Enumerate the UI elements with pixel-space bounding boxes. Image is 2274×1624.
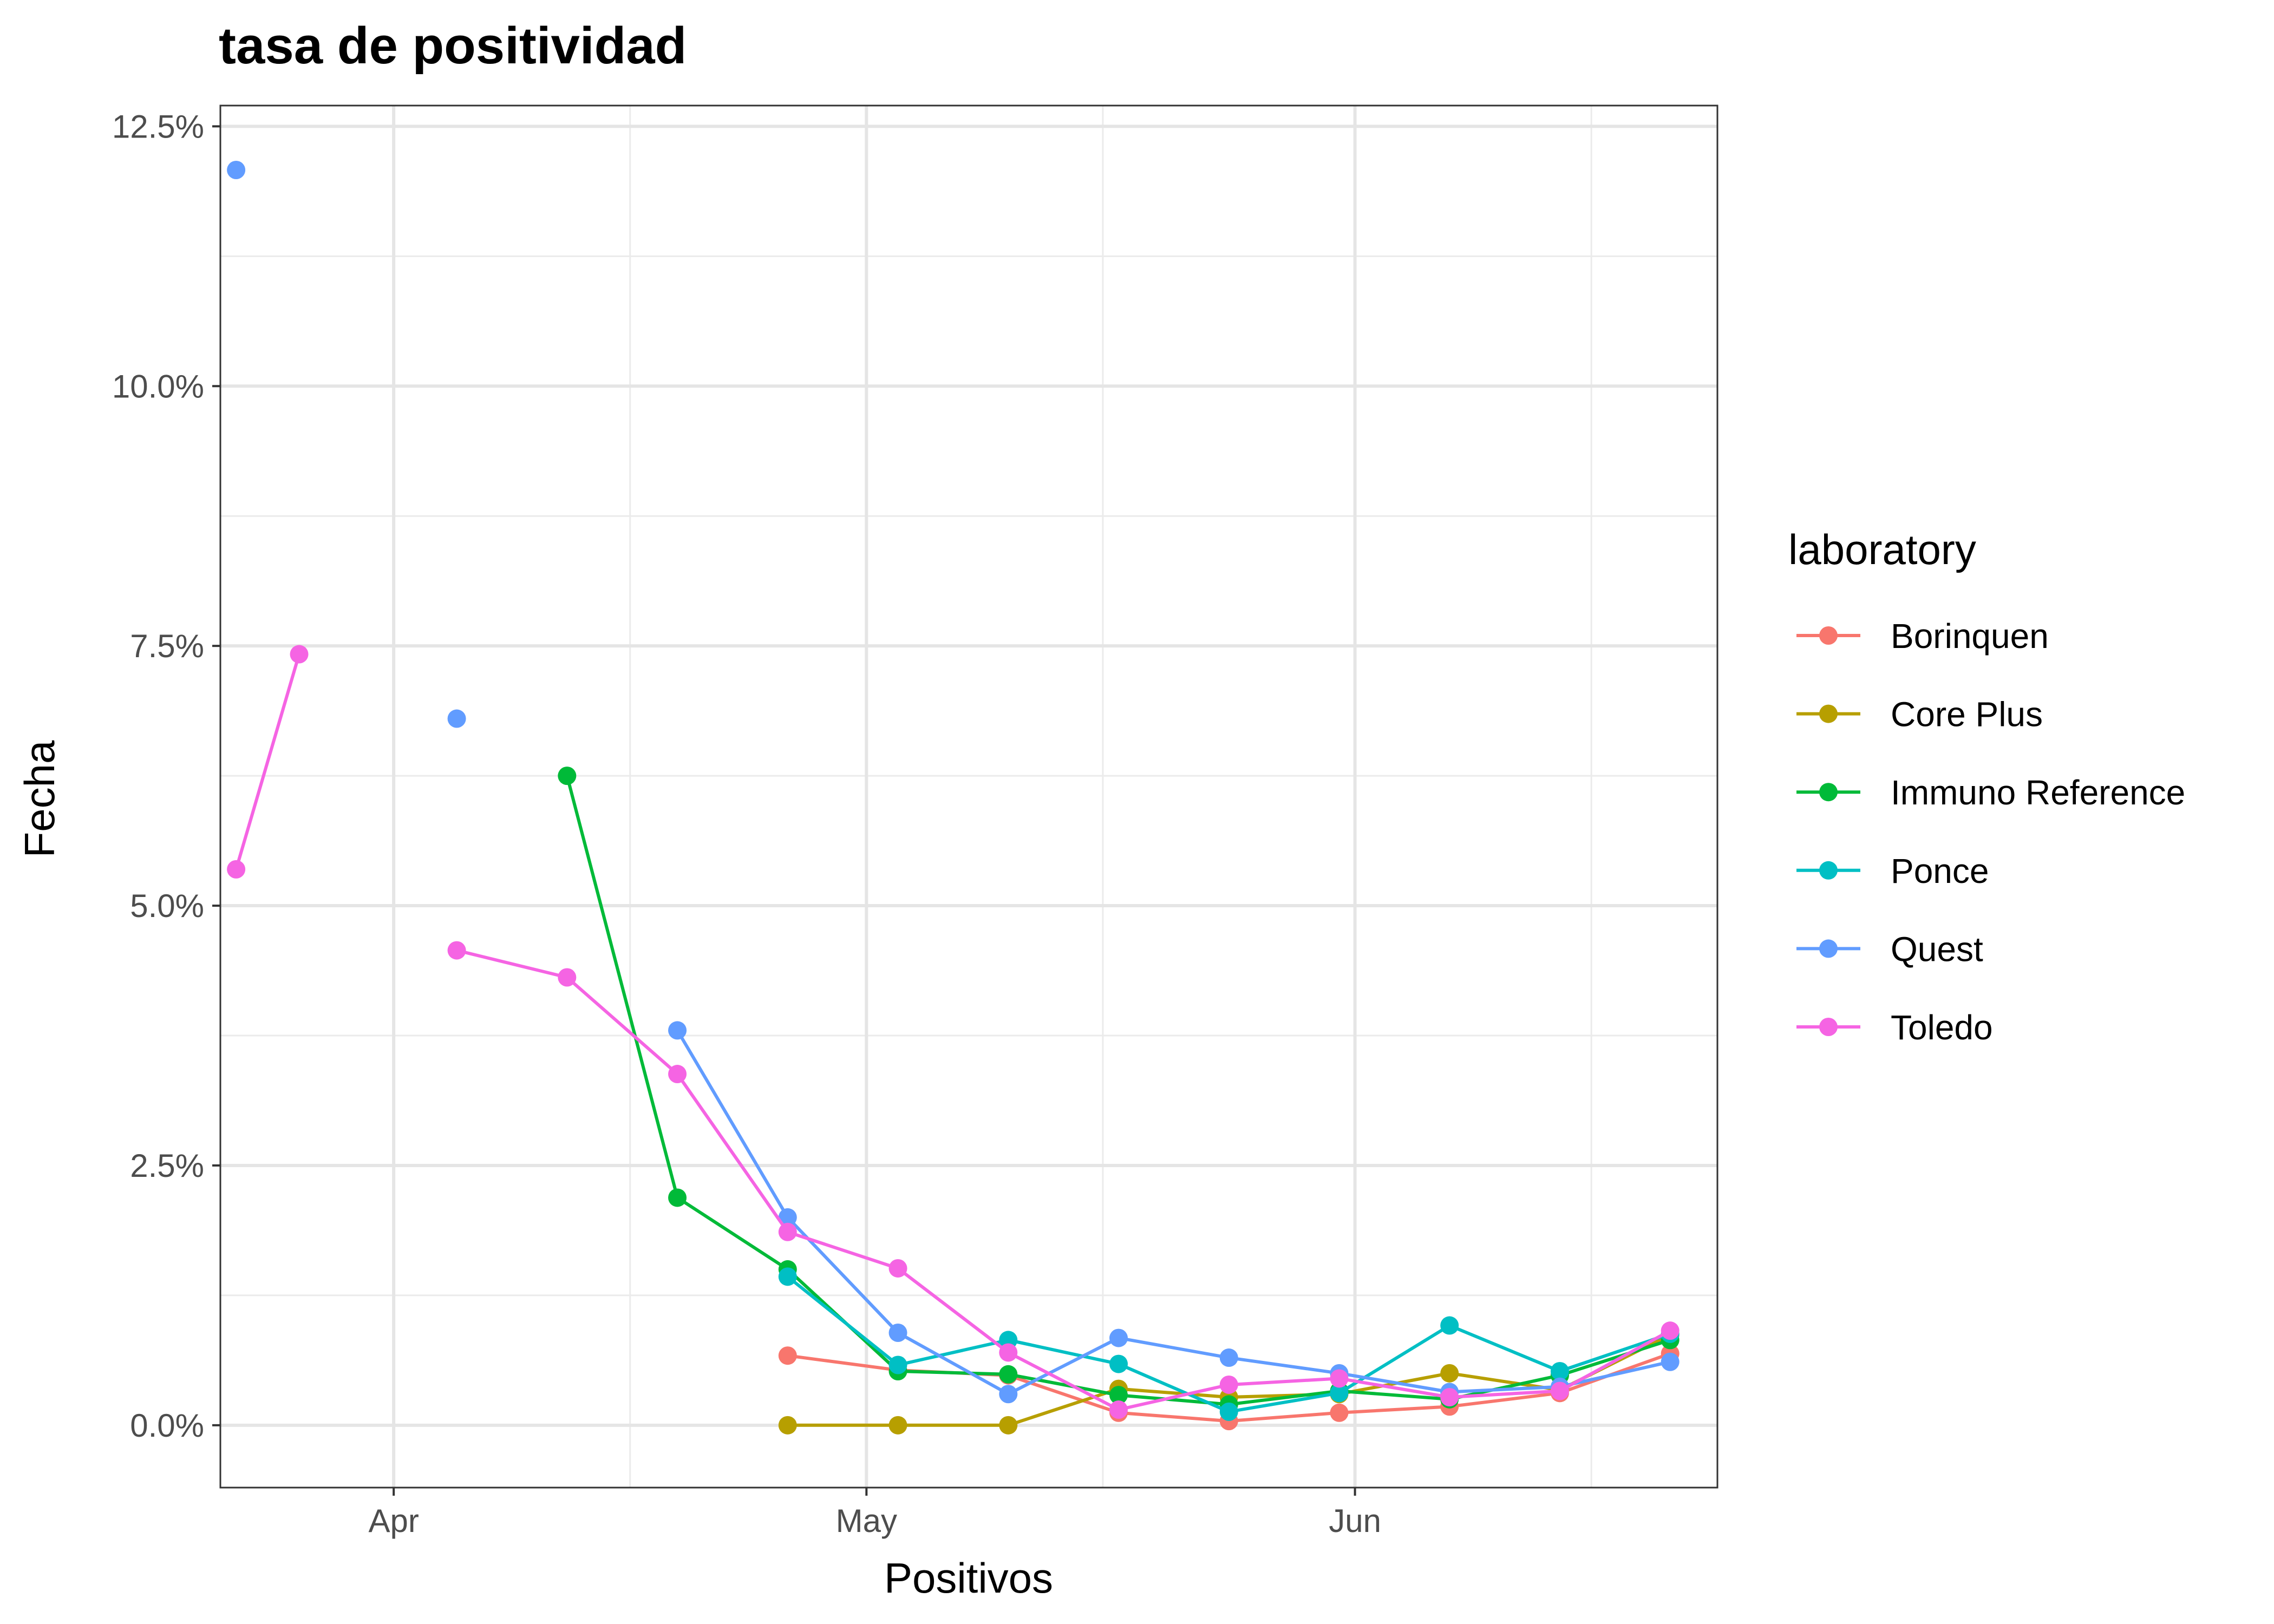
data-point: [778, 1416, 797, 1435]
legend-item: Quest: [1796, 929, 1983, 968]
data-point: [888, 1416, 907, 1435]
data-point: [1109, 1328, 1128, 1347]
y-tick-label: 12.5%: [112, 108, 204, 145]
legend-item: Ponce: [1796, 852, 1989, 890]
legend-item: Core Plus: [1796, 695, 2043, 734]
y-axis-label: Fecha: [16, 740, 63, 857]
data-point: [778, 1222, 797, 1241]
legend-key-point: [1819, 939, 1838, 958]
data-point: [1440, 1387, 1459, 1406]
data-point: [227, 860, 246, 879]
y-tick-label: 0.0%: [130, 1407, 204, 1444]
data-point: [1330, 1403, 1349, 1422]
data-point: [999, 1343, 1018, 1362]
data-point: [999, 1416, 1018, 1435]
legend-item: Borinquen: [1796, 617, 2049, 656]
data-point: [1219, 1375, 1238, 1394]
chart-title: tasa de positividad: [219, 17, 687, 75]
data-point: [290, 645, 309, 664]
series-toledo: [227, 645, 1680, 1419]
data-point: [1330, 1384, 1349, 1403]
data-point: [1440, 1316, 1459, 1335]
legend-key-point: [1819, 861, 1838, 880]
legend-key-point: [1819, 783, 1838, 802]
legend-key-point: [1819, 704, 1838, 723]
x-tick-label: Jun: [1329, 1503, 1381, 1539]
data-point: [888, 1355, 907, 1374]
data-point: [558, 968, 577, 987]
series-line: [234, 653, 301, 870]
data-point: [1109, 1386, 1128, 1405]
axes: Apr May Jun 0.0% 2.5% 5.0% 7.5% 10.0% 12.5%: [112, 104, 1718, 1539]
data-point: [1219, 1348, 1238, 1367]
legend-key-point: [1819, 1018, 1838, 1036]
series-line: [456, 948, 1671, 1411]
legend-label: Quest: [1891, 929, 1983, 968]
legend-title: laboratory: [1788, 526, 1976, 573]
data-point: [888, 1259, 907, 1278]
data-point: [447, 941, 466, 960]
legend-label: Core Plus: [1891, 695, 2043, 734]
legend-label: Borinquen: [1891, 617, 2049, 656]
panel-border: [219, 104, 1718, 1489]
data-point: [1661, 1352, 1680, 1371]
plot-panel: [220, 106, 1717, 1488]
data-point: [1330, 1369, 1349, 1388]
y-tick-label: 5.0%: [130, 888, 204, 924]
data-point: [888, 1323, 907, 1342]
data-point: [999, 1385, 1018, 1404]
legend: laboratory Borinquen Core Plus Immuno Refe…: [1788, 526, 2185, 1047]
data-point: [227, 161, 246, 180]
data-point: [1550, 1381, 1569, 1400]
y-tick-label: 7.5%: [130, 628, 204, 664]
x-tick-label: May: [836, 1503, 897, 1539]
data-point: [1109, 1400, 1128, 1419]
y-tick-label: 2.5%: [130, 1148, 204, 1184]
legend-item: Immuno Reference: [1796, 773, 2185, 812]
grid-minor: [220, 106, 1717, 1488]
legend-label: Toledo: [1891, 1008, 1993, 1047]
data-point: [447, 709, 466, 728]
data-point: [668, 1021, 687, 1040]
x-tick-label: Apr: [368, 1503, 419, 1539]
legend-label: Ponce: [1891, 852, 1989, 890]
data-point: [1550, 1362, 1569, 1381]
legend-item: Toledo: [1796, 1008, 1993, 1047]
data-point: [668, 1065, 687, 1084]
panel-background: [220, 106, 1717, 1488]
data-point: [778, 1208, 797, 1227]
legend-key-point: [1819, 626, 1838, 645]
data-point: [668, 1188, 687, 1207]
data-point: [1219, 1402, 1238, 1421]
data-point: [778, 1267, 797, 1286]
data-point: [1440, 1364, 1459, 1383]
series-layer: [227, 161, 1680, 1435]
data-point: [999, 1365, 1018, 1384]
x-axis-label: Positivos: [884, 1554, 1053, 1602]
y-tick-label: 10.0%: [112, 368, 204, 404]
legend-label: Immuno Reference: [1891, 773, 2185, 812]
data-point: [558, 767, 577, 785]
series-line: [676, 1029, 1671, 1396]
data-point: [1109, 1354, 1128, 1373]
data-point: [1661, 1321, 1680, 1340]
data-point: [778, 1346, 797, 1365]
